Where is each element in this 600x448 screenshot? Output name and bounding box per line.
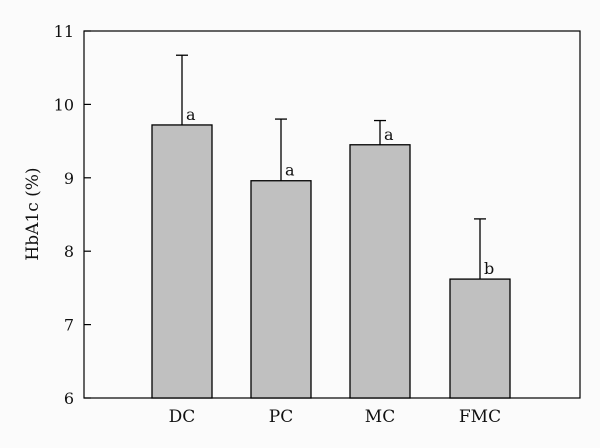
x-axis-labels: DC PC MC FMC <box>169 407 501 427</box>
error-bars <box>176 54 486 280</box>
significance-labels: a a a b <box>186 105 494 278</box>
y-tick-label: 8 <box>64 242 74 261</box>
significance-label: a <box>285 161 295 180</box>
x-category-label: MC <box>365 407 395 427</box>
plot-frame <box>83 30 581 399</box>
bar-fmc <box>449 278 511 399</box>
significance-label: a <box>186 105 196 124</box>
significance-label: a <box>384 125 394 144</box>
y-tick-label: 10 <box>54 95 74 114</box>
bar-mc <box>349 144 411 399</box>
y-axis-title: HbA1c (%) <box>23 167 43 260</box>
bar-dc <box>151 124 213 399</box>
y-axis-ticks: 6 7 8 9 10 11 <box>54 22 91 408</box>
bar-pc <box>250 180 312 399</box>
y-tick-label: 6 <box>64 389 74 408</box>
x-category-label: FMC <box>459 407 501 427</box>
y-tick-label: 7 <box>64 316 74 335</box>
y-tick-label: 9 <box>64 169 74 188</box>
significance-label: b <box>484 259 494 278</box>
x-category-label: DC <box>169 407 196 427</box>
bars <box>151 124 511 399</box>
y-tick-label: 11 <box>54 22 74 41</box>
x-category-label: PC <box>269 407 293 427</box>
